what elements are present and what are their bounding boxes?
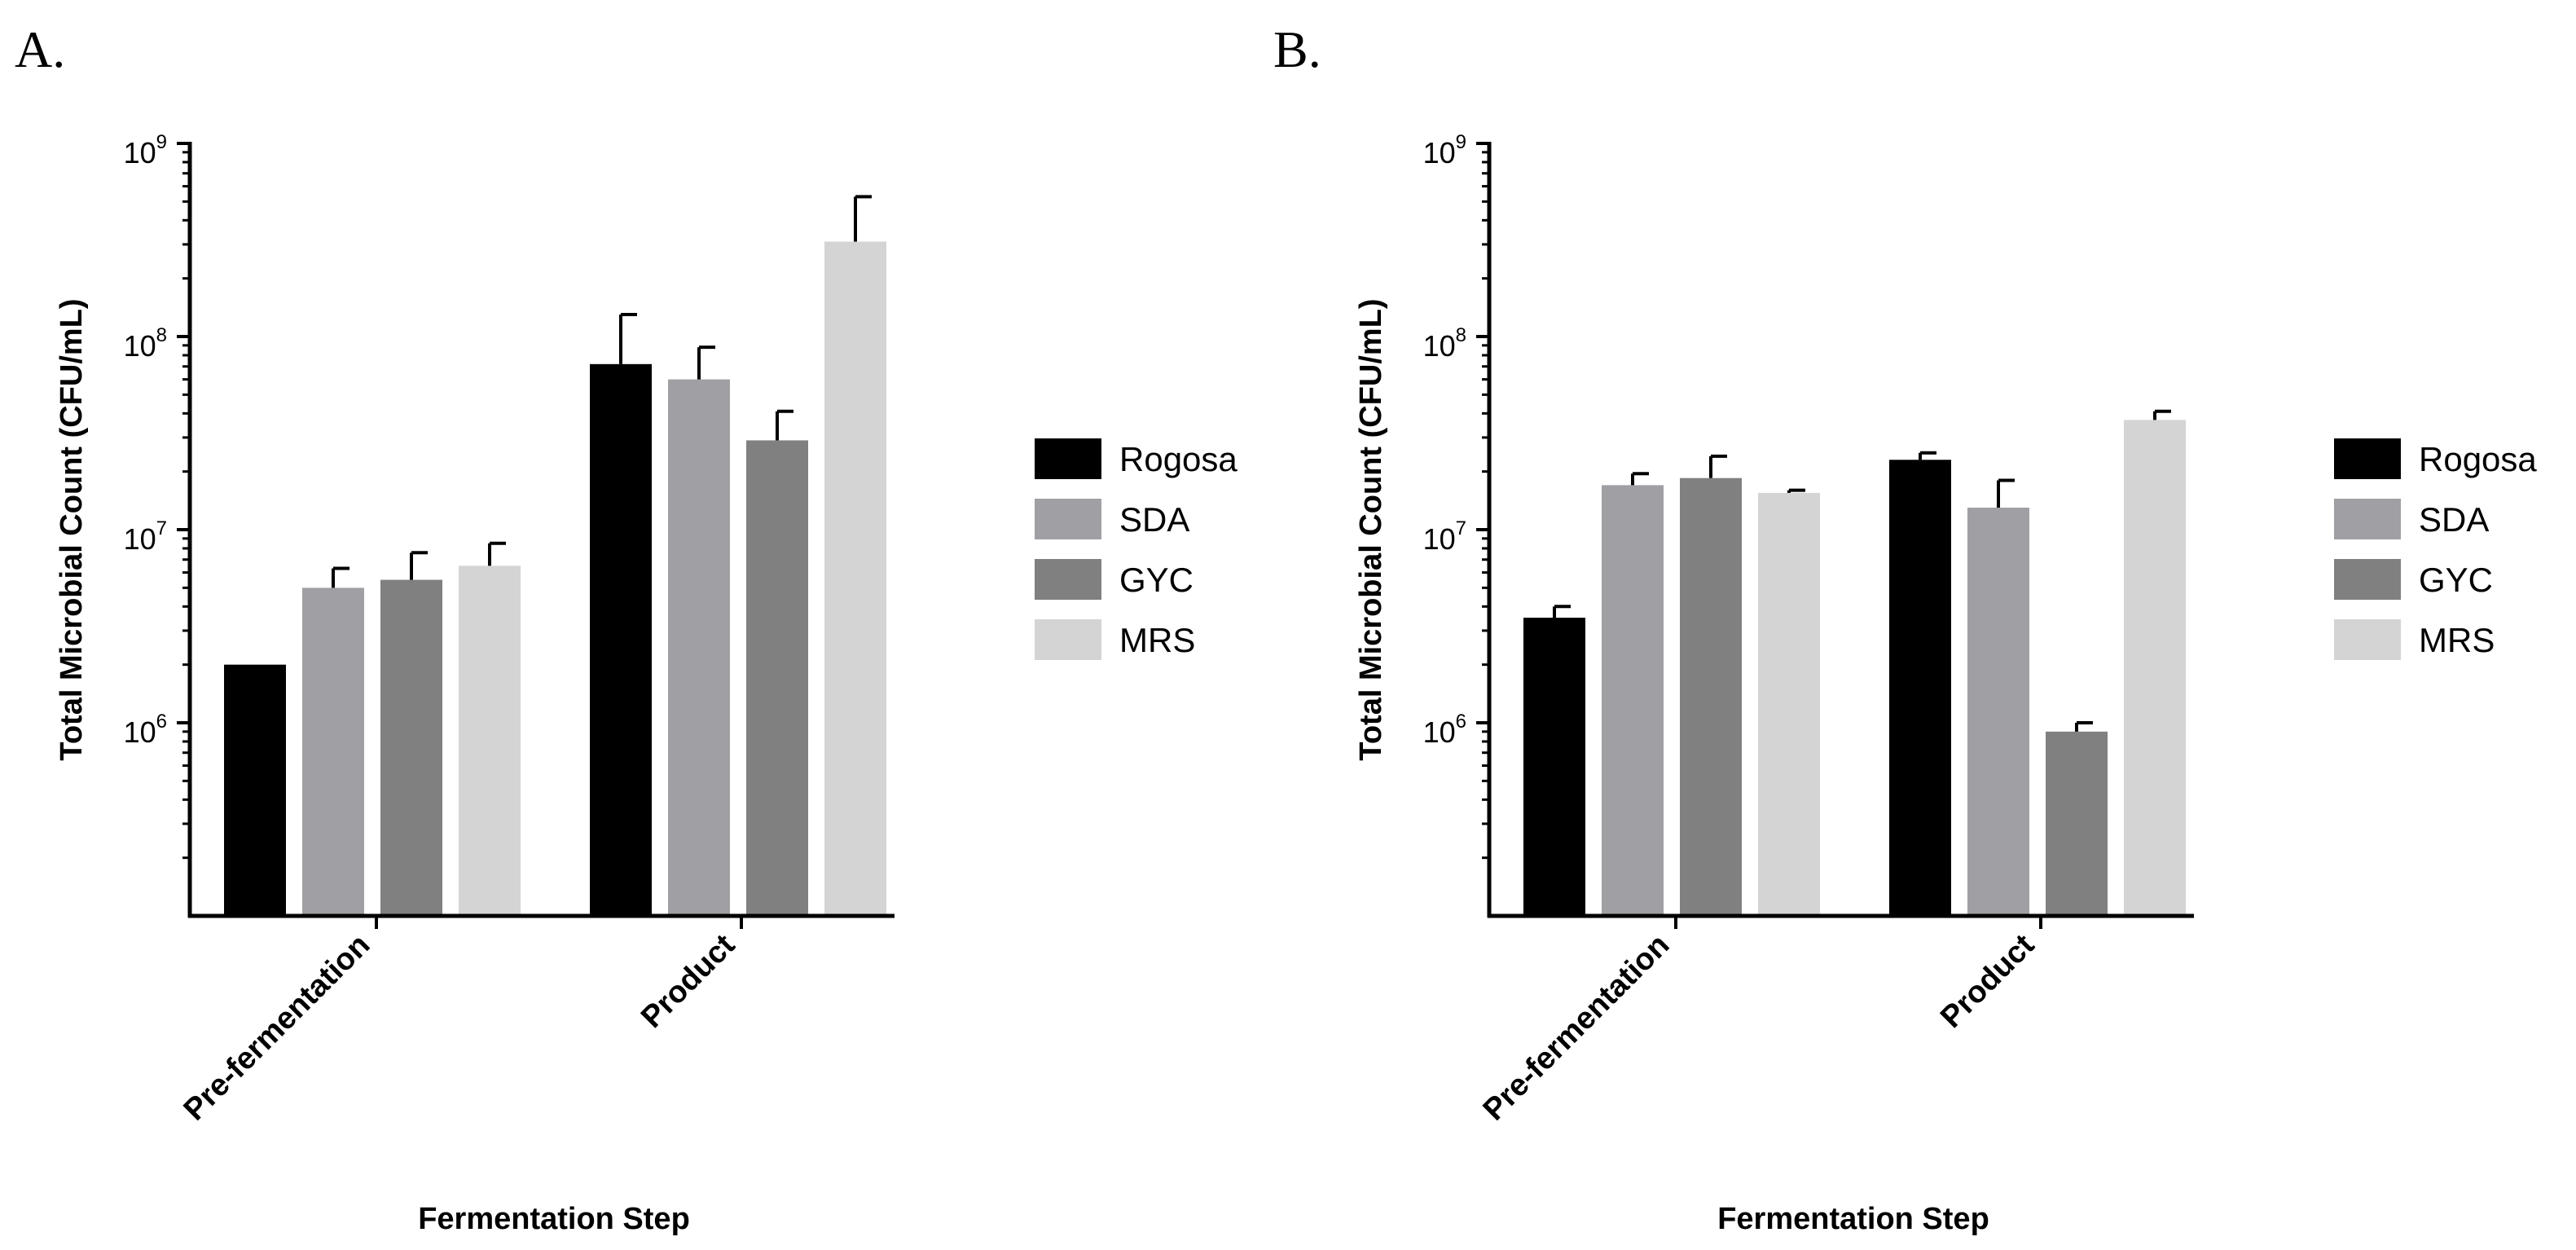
bar-rogosa-pre-fermentation [224, 664, 286, 916]
bar-gyc-pre-fermentation [380, 579, 442, 916]
legend-swatch-rogosa [1035, 438, 1101, 479]
bar-mrs-pre-fermentation [1758, 492, 1820, 916]
panel-letter: A. [15, 20, 65, 78]
x-axis-title: Fermentation Step [1717, 1202, 1989, 1236]
legend-label-rogosa: Rogosa [2419, 440, 2537, 478]
bar-sda-product [1967, 507, 2029, 916]
legend-label-gyc: GYC [2419, 561, 2493, 599]
category-label-product: Product [635, 927, 741, 1034]
y-tick-label: 106 [124, 711, 167, 749]
legend-swatch-rogosa [2334, 438, 2401, 479]
chart-panel-b: B. 106 107 108 109 Pre-fermentation Product Fer… [1273, 20, 2537, 1236]
legend-label-rogosa: Rogosa [1119, 440, 1237, 478]
legend-label-mrs: MRS [1119, 621, 1195, 659]
panel-letter: B. [1273, 20, 1321, 78]
legend-swatch-gyc [2334, 559, 2401, 600]
y-tick-label: 109 [124, 131, 167, 169]
y-tick-label: 109 [1423, 131, 1466, 169]
bar-gyc-pre-fermentation [1680, 478, 1742, 916]
category-label-product: Product [1934, 927, 2041, 1034]
y-axis-title: Total Microbial Count (CFU/mL) [1354, 298, 1388, 760]
y-tick-label: 108 [1423, 324, 1466, 363]
y-tick-label: 107 [124, 517, 167, 556]
bar-rogosa-pre-fermentation [1523, 618, 1585, 916]
legend-swatch-mrs [1035, 619, 1101, 660]
legend-label-gyc: GYC [1119, 561, 1193, 599]
bar-mrs-pre-fermentation [459, 566, 521, 916]
legend-swatch-gyc [1035, 559, 1101, 600]
legend-label-mrs: MRS [2419, 621, 2495, 659]
bar-rogosa-product [590, 363, 652, 916]
y-axis-title: Total Microbial Count (CFU/mL) [55, 298, 89, 760]
chart-panel-a: A. 106 107 108 109 Pre-fermentation Product Fer… [15, 20, 1237, 1236]
bar-rogosa-product [1889, 460, 1951, 916]
y-tick-label: 108 [124, 324, 167, 363]
legend-label-sda: SDA [2419, 500, 2489, 539]
legend-swatch-mrs [2334, 619, 2401, 660]
bar-sda-product [668, 379, 730, 917]
x-axis-title: Fermentation Step [418, 1202, 690, 1236]
category-label-pre-fermentation: Pre-fermentation [1477, 928, 1677, 1128]
category-label-pre-fermentation: Pre-fermentation [178, 928, 377, 1128]
y-tick-label: 107 [1423, 517, 1466, 556]
bar-sda-pre-fermentation [1602, 485, 1664, 916]
bar-sda-pre-fermentation [302, 588, 364, 916]
bar-gyc-product [2046, 731, 2108, 916]
legend-swatch-sda [2334, 499, 2401, 539]
bar-mrs-product [2124, 420, 2186, 916]
bar-gyc-product [746, 440, 808, 916]
bar-mrs-product [824, 241, 886, 917]
y-tick-label: 106 [1423, 711, 1466, 749]
legend-label-sda: SDA [1119, 500, 1189, 539]
legend-swatch-sda [1035, 499, 1101, 539]
